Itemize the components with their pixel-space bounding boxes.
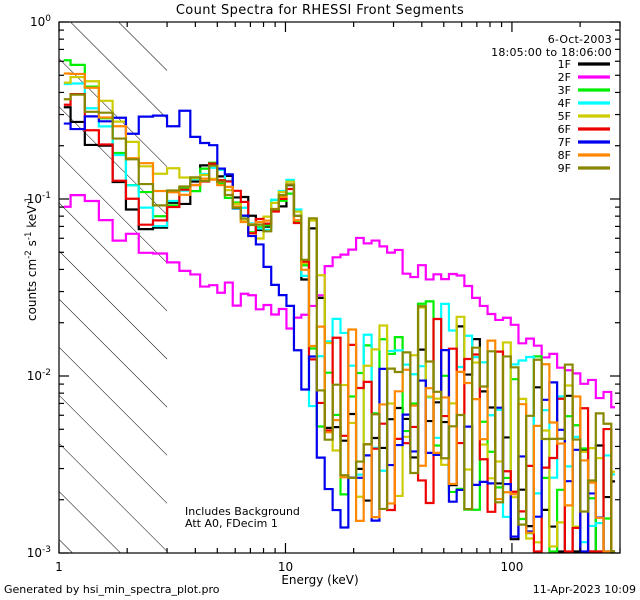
y-tick-label: 10-3 xyxy=(27,545,51,560)
series-line-9f xyxy=(63,93,616,553)
legend-label-5f: 5F xyxy=(558,110,571,123)
y-tick-label: 100 xyxy=(30,14,51,29)
footer-generator: Generated by hsi_min_spectra_plot.pro xyxy=(4,583,220,596)
legend-label-9f: 9F xyxy=(558,162,571,175)
footer-timestamp: 11-Apr-2023 10:09 xyxy=(532,583,636,596)
x-axis-label: Energy (keV) xyxy=(281,573,359,587)
observation-date: 6-Oct-2003 xyxy=(547,33,612,46)
legend-label-1f: 1F xyxy=(558,58,571,71)
legend-label-4f: 4F xyxy=(558,97,571,110)
legend-label-3f: 3F xyxy=(558,84,571,97)
annotation-attenuator-state: Att A0, FDecim 1 xyxy=(185,517,278,530)
legend-label-8f: 8F xyxy=(558,149,571,162)
x-tick-label: 1 xyxy=(55,560,63,574)
axis-ticks xyxy=(58,21,621,554)
x-tick-labels: 1 10 100 xyxy=(55,560,523,574)
page-title: Count Spectra for RHESSI Front Segments xyxy=(175,3,465,18)
series-layer xyxy=(63,59,616,553)
annotation-includes-background: Includes Background xyxy=(185,505,300,518)
legend-label-2f: 2F xyxy=(558,71,571,84)
plot-frame xyxy=(58,21,621,554)
y-tick-label: 10-1 xyxy=(27,191,51,206)
y-tick-labels: 100 10-1 10-2 10-3 xyxy=(27,14,52,560)
x-tick-label: 100 xyxy=(500,560,523,574)
series-line-2f xyxy=(63,194,616,409)
x-tick-label: 10 xyxy=(278,560,293,574)
observation-time-range: 18:05:00 to 18:06:00 xyxy=(491,46,612,59)
legend-label-6f: 6F xyxy=(558,123,571,136)
legend-label-7f: 7F xyxy=(558,136,571,149)
y-tick-label: 10-2 xyxy=(27,368,51,383)
